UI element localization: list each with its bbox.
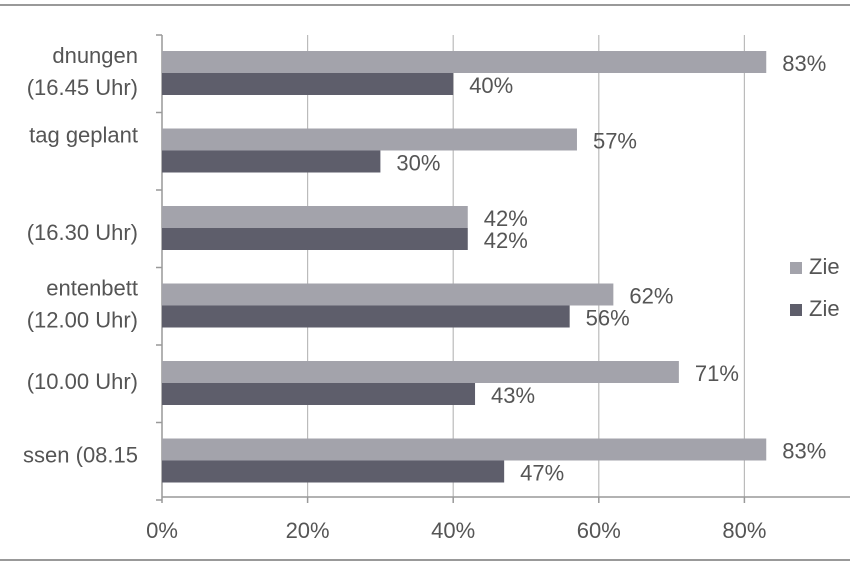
value-label: 83%: [782, 438, 826, 463]
x-tick-label: 40%: [431, 518, 475, 543]
value-label: 40%: [469, 73, 513, 98]
value-label: 43%: [491, 383, 535, 408]
bar: [162, 361, 679, 383]
value-label: 56%: [586, 305, 630, 330]
category-label: (12.00 Uhr): [27, 307, 138, 332]
value-label: 30%: [396, 150, 440, 175]
bar: [162, 150, 381, 173]
bar: [162, 51, 767, 73]
bar: [162, 305, 570, 328]
bar: [162, 460, 505, 483]
value-label: 83%: [782, 51, 826, 76]
legend-label: Zie: [809, 254, 840, 279]
x-tick-label: 80%: [722, 518, 766, 543]
category-label: dnungen: [52, 43, 138, 68]
legend-swatch: [790, 262, 802, 274]
bar: [162, 228, 468, 250]
bar: [162, 438, 767, 461]
value-label: 42%: [484, 228, 528, 253]
value-label: 57%: [593, 128, 637, 153]
bar: [162, 383, 476, 405]
category-label: tag geplant: [29, 122, 138, 147]
legend-label: Zie: [809, 296, 840, 321]
x-tick-label: 0%: [146, 518, 178, 543]
category-label: (16.30 Uhr): [27, 220, 138, 245]
x-tick-label: 60%: [577, 518, 621, 543]
bar: [162, 206, 468, 228]
bar: [162, 128, 577, 151]
value-label: 47%: [520, 460, 564, 485]
x-tick-label: 20%: [286, 518, 330, 543]
value-label: 62%: [629, 283, 673, 308]
category-label: (16.45 Uhr): [27, 75, 138, 100]
category-label: entenbett: [46, 275, 138, 300]
category-label: ssen (08.15: [23, 442, 138, 467]
bar: [162, 73, 454, 95]
value-label: 42%: [484, 206, 528, 231]
bar: [162, 283, 614, 306]
value-label: 71%: [695, 361, 739, 386]
legend-swatch: [790, 304, 802, 316]
category-label: (10.00 Uhr): [27, 369, 138, 394]
